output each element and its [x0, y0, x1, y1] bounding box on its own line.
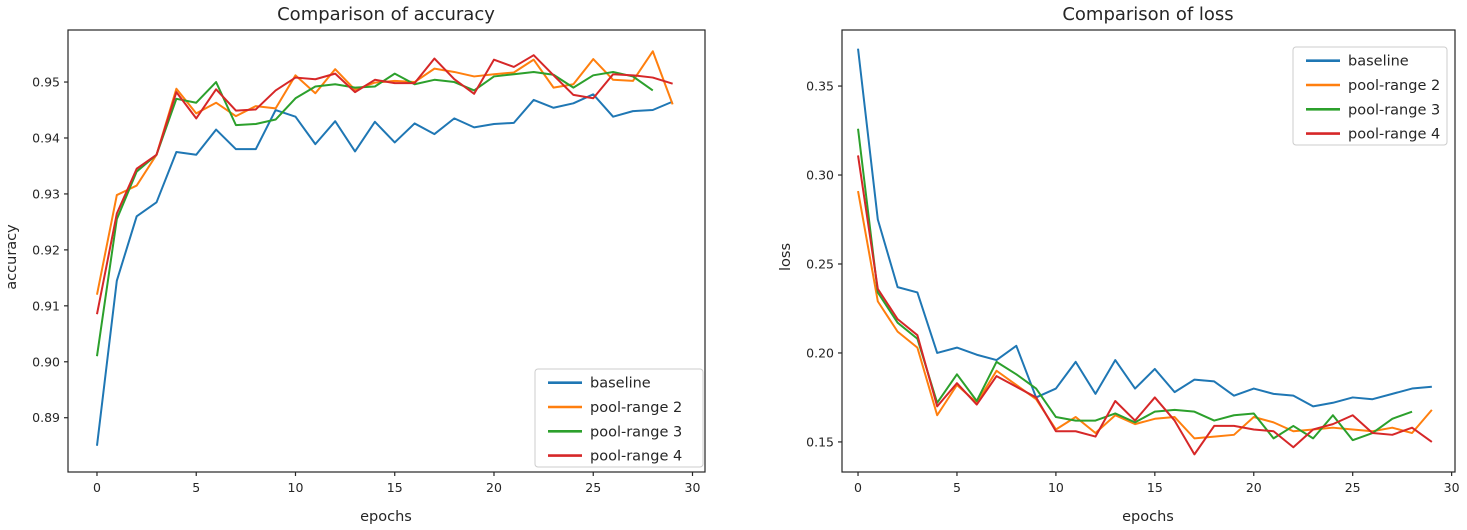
- loss-series-line-pool-range-3: [857, 128, 1413, 442]
- loss-y-tick-label: 0.25: [806, 256, 834, 271]
- accuracy-series-line-baseline: [95, 93, 674, 446]
- accuracy-legend-label-baseline: baseline: [590, 376, 651, 392]
- loss-plot-area: 0 5 10 15 20 25 30 0.15 0.20 0.25 0.30 0.35 baseline…: [806, 29, 1460, 495]
- accuracy-series-line-pool-range-3: [95, 70, 654, 357]
- loss-legend-label-pool-range-2: pool-range 2: [1348, 78, 1440, 94]
- accuracy-plot-area: 0 5 10 15 20 25 30 0.89 0.90 0.91 0.92 0.93 0.94 0.95…: [32, 29, 706, 495]
- loss-legend-box: [1292, 46, 1448, 146]
- loss-x-tick-label: 0: [854, 480, 862, 495]
- loss-x-tick-label: 5: [953, 480, 961, 495]
- loss-series-line-pool-range-2: [857, 190, 1433, 440]
- accuracy-y-tick-label: 0.94: [32, 130, 60, 145]
- loss-chart-title: Comparison of loss: [1062, 4, 1233, 25]
- accuracy-x-tick-label: 20: [486, 480, 502, 495]
- accuracy-y-tick-label: 0.89: [32, 410, 60, 425]
- accuracy-y-tick-label: 0.92: [32, 242, 60, 257]
- loss-legend-label-pool-range-3: pool-range 3: [1348, 102, 1440, 118]
- accuracy-xaxis-label: epochs: [360, 509, 412, 525]
- accuracy-yaxis-label: accuracy: [4, 224, 20, 290]
- loss-x-tick-label: 20: [1246, 480, 1262, 495]
- accuracy-plot-frame: [67, 29, 706, 473]
- accuracy-legend-label-pool-range-4: pool-range 4: [590, 449, 682, 465]
- loss-y-tick-label: 0.20: [806, 345, 834, 360]
- accuracy-y-tick-label: 0.91: [32, 298, 60, 313]
- loss-x-tick-label: 25: [1345, 480, 1361, 495]
- loss-plot-frame: [841, 29, 1456, 473]
- accuracy-series-line-pool-range-2: [95, 50, 674, 295]
- loss-series-line-pool-range-4: [857, 155, 1433, 456]
- loss-y-tick-label: 0.15: [806, 434, 834, 449]
- accuracy-legend-label-pool-range-2: pool-range 2: [590, 400, 682, 416]
- loss-x-tick-label: 30: [1444, 480, 1460, 495]
- loss-y-tick-label: 0.30: [806, 168, 834, 183]
- accuracy-legend-label-pool-range-3: pool-range 3: [590, 424, 682, 440]
- accuracy-chart-title: Comparison of accuracy: [277, 4, 495, 25]
- loss-y-tick-label: 0.35: [806, 79, 834, 94]
- accuracy-x-tick-label: 0: [93, 480, 101, 495]
- loss-legend: baseline pool-range 2 pool-range 3 pool-ran…: [1292, 46, 1448, 146]
- accuracy-legend: baseline pool-range 2 pool-range 3 pool-ran…: [534, 368, 704, 468]
- loss-series-line-baseline: [857, 48, 1432, 408]
- accuracy-legend-box: [534, 368, 704, 468]
- accuracy-x-tick-label: 10: [288, 480, 304, 495]
- plots-root: 0 5 10 15 20 25 30 0.89 0.90 0.91 0.92 0.93 0.94 0.95…: [32, 29, 1460, 495]
- accuracy-x-tick-label: 30: [685, 480, 701, 495]
- loss-x-tick-label: 15: [1147, 480, 1163, 495]
- accuracy-x-tick-label: 25: [585, 480, 601, 495]
- loss-yaxis-label: loss: [778, 243, 794, 271]
- accuracy-y-tick-label: 0.95: [32, 75, 60, 90]
- accuracy-x-tick-label: 15: [387, 480, 403, 495]
- accuracy-y-tick-label: 0.93: [32, 186, 60, 201]
- loss-legend-label-pool-range-4: pool-range 4: [1348, 127, 1440, 143]
- loss-legend-label-baseline: baseline: [1348, 54, 1409, 70]
- loss-x-tick-label: 10: [1048, 480, 1064, 495]
- accuracy-x-tick-label: 5: [192, 480, 200, 495]
- accuracy-series-line-pool-range-4: [95, 54, 673, 315]
- loss-xaxis-label: epochs: [1122, 509, 1174, 525]
- accuracy-y-tick-label: 0.90: [32, 354, 60, 369]
